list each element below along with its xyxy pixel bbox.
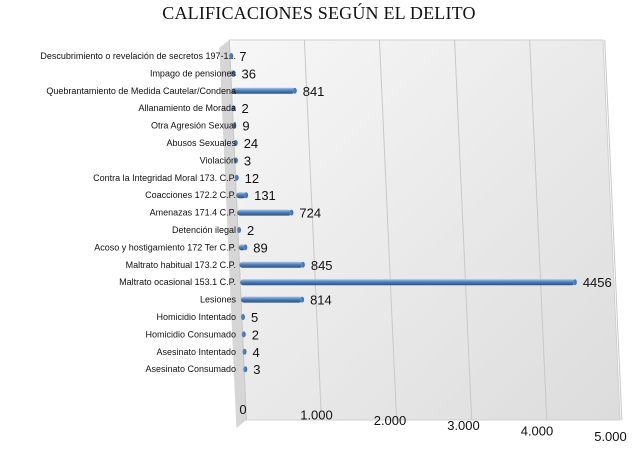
- bar-cap: [292, 87, 297, 94]
- bar: [240, 296, 303, 303]
- chart-title: CALIFICACIONES SEGÚN EL DELITO: [162, 3, 476, 23]
- bar-cap: [243, 244, 248, 251]
- bar-cap: [243, 366, 248, 373]
- bar-cap: [240, 314, 245, 320]
- bars-group: [229, 53, 577, 373]
- category-label: Maltrato habitual 173.2 C.P.: [126, 260, 236, 270]
- bar-cap: [233, 157, 238, 164]
- data-label: 131: [254, 188, 276, 203]
- x-tick-label: 0: [239, 402, 246, 417]
- category-label: Homicidio Intentado: [156, 312, 236, 322]
- category-label: Otra Agresión Sexual: [151, 121, 236, 131]
- bar-cap: [233, 140, 238, 146]
- data-label: 7: [239, 49, 246, 64]
- bar-cap: [300, 296, 305, 303]
- x-tick-label: 3.000: [447, 418, 480, 433]
- data-label: 2: [242, 101, 249, 116]
- gridline: [604, 39, 623, 421]
- data-label: 4456: [583, 275, 612, 290]
- x-tick-label: 2.000: [374, 413, 407, 428]
- bar-cap: [289, 209, 294, 216]
- bar: [236, 192, 247, 199]
- category-label: Asesinato Intentado: [156, 347, 236, 357]
- data-label: 3: [253, 362, 260, 377]
- data-label: 2: [252, 327, 259, 342]
- bar-cap: [232, 122, 237, 129]
- category-label: Asesinato Consumado: [145, 364, 236, 374]
- category-label: Impago de pensiones: [150, 68, 237, 78]
- bar: [240, 279, 575, 286]
- category-label: Coacciones 172.2 C.P.: [145, 190, 236, 200]
- plot-back-wall: [219, 39, 621, 428]
- bar-cap: [229, 53, 234, 59]
- data-label: 841: [303, 84, 325, 99]
- x-tick-label: 4.000: [521, 424, 554, 439]
- category-label: Abusos Sexuales: [166, 138, 236, 148]
- data-label: 5: [251, 310, 258, 325]
- data-label: 724: [299, 206, 321, 221]
- bar-cap: [244, 192, 249, 199]
- data-label: 24: [244, 136, 258, 151]
- data-label: 4: [253, 345, 260, 360]
- bar-cap: [572, 279, 577, 286]
- category-label: Acoso y hostigamiento 172 Ter C.P.: [94, 242, 236, 252]
- bar-cap: [231, 70, 236, 77]
- bar: [237, 209, 292, 216]
- category-label: Lesiones: [200, 295, 237, 305]
- gridline: [454, 39, 473, 421]
- data-label: 814: [310, 293, 332, 308]
- bar-cap: [300, 261, 305, 268]
- bar-cap: [234, 174, 239, 181]
- category-labels: Descubrimiento o revelación de secretos …: [40, 51, 236, 374]
- category-label: Detención ilegal: [172, 225, 236, 235]
- x-axis-tick-labels: 0 1.000 2.000 3.000 4.000 5.000: [239, 402, 626, 444]
- category-label: Quebrantamiento de Medida Cautelar/Conde…: [46, 86, 236, 96]
- data-label: 9: [242, 119, 249, 134]
- data-label: 89: [253, 240, 267, 255]
- gridline: [303, 39, 322, 421]
- plot-area: [228, 39, 621, 421]
- category-label: Amenazas 171.4 C.P.: [150, 208, 236, 218]
- category-label: Homicidio Consumado: [145, 329, 236, 339]
- data-label: 12: [245, 171, 259, 186]
- category-label: Descubrimiento o revelación de secretos …: [40, 51, 236, 61]
- data-label: 36: [241, 66, 255, 81]
- category-label: Contra la Integridad Moral 173. C.P.: [93, 173, 236, 183]
- category-label: Maltrato ocasional 153.1 C.P.: [119, 277, 236, 287]
- data-label: 3: [244, 153, 251, 168]
- data-label: 2: [247, 223, 254, 238]
- bar: [231, 87, 295, 94]
- x-tick-label: 1.000: [300, 407, 333, 422]
- bar-cap: [242, 348, 247, 355]
- data-label: 845: [311, 258, 333, 273]
- plot-side-wall: [219, 40, 247, 428]
- gridline: [378, 39, 398, 421]
- category-label: Violación: [200, 155, 236, 165]
- bar-cap: [237, 227, 242, 233]
- category-label: Allanamiento de Morada: [138, 103, 236, 113]
- x-tick-label: 5.000: [594, 429, 627, 444]
- bar-cap: [231, 105, 236, 112]
- bar-cap: [241, 331, 246, 338]
- bar: [239, 261, 303, 268]
- gridline: [529, 39, 548, 421]
